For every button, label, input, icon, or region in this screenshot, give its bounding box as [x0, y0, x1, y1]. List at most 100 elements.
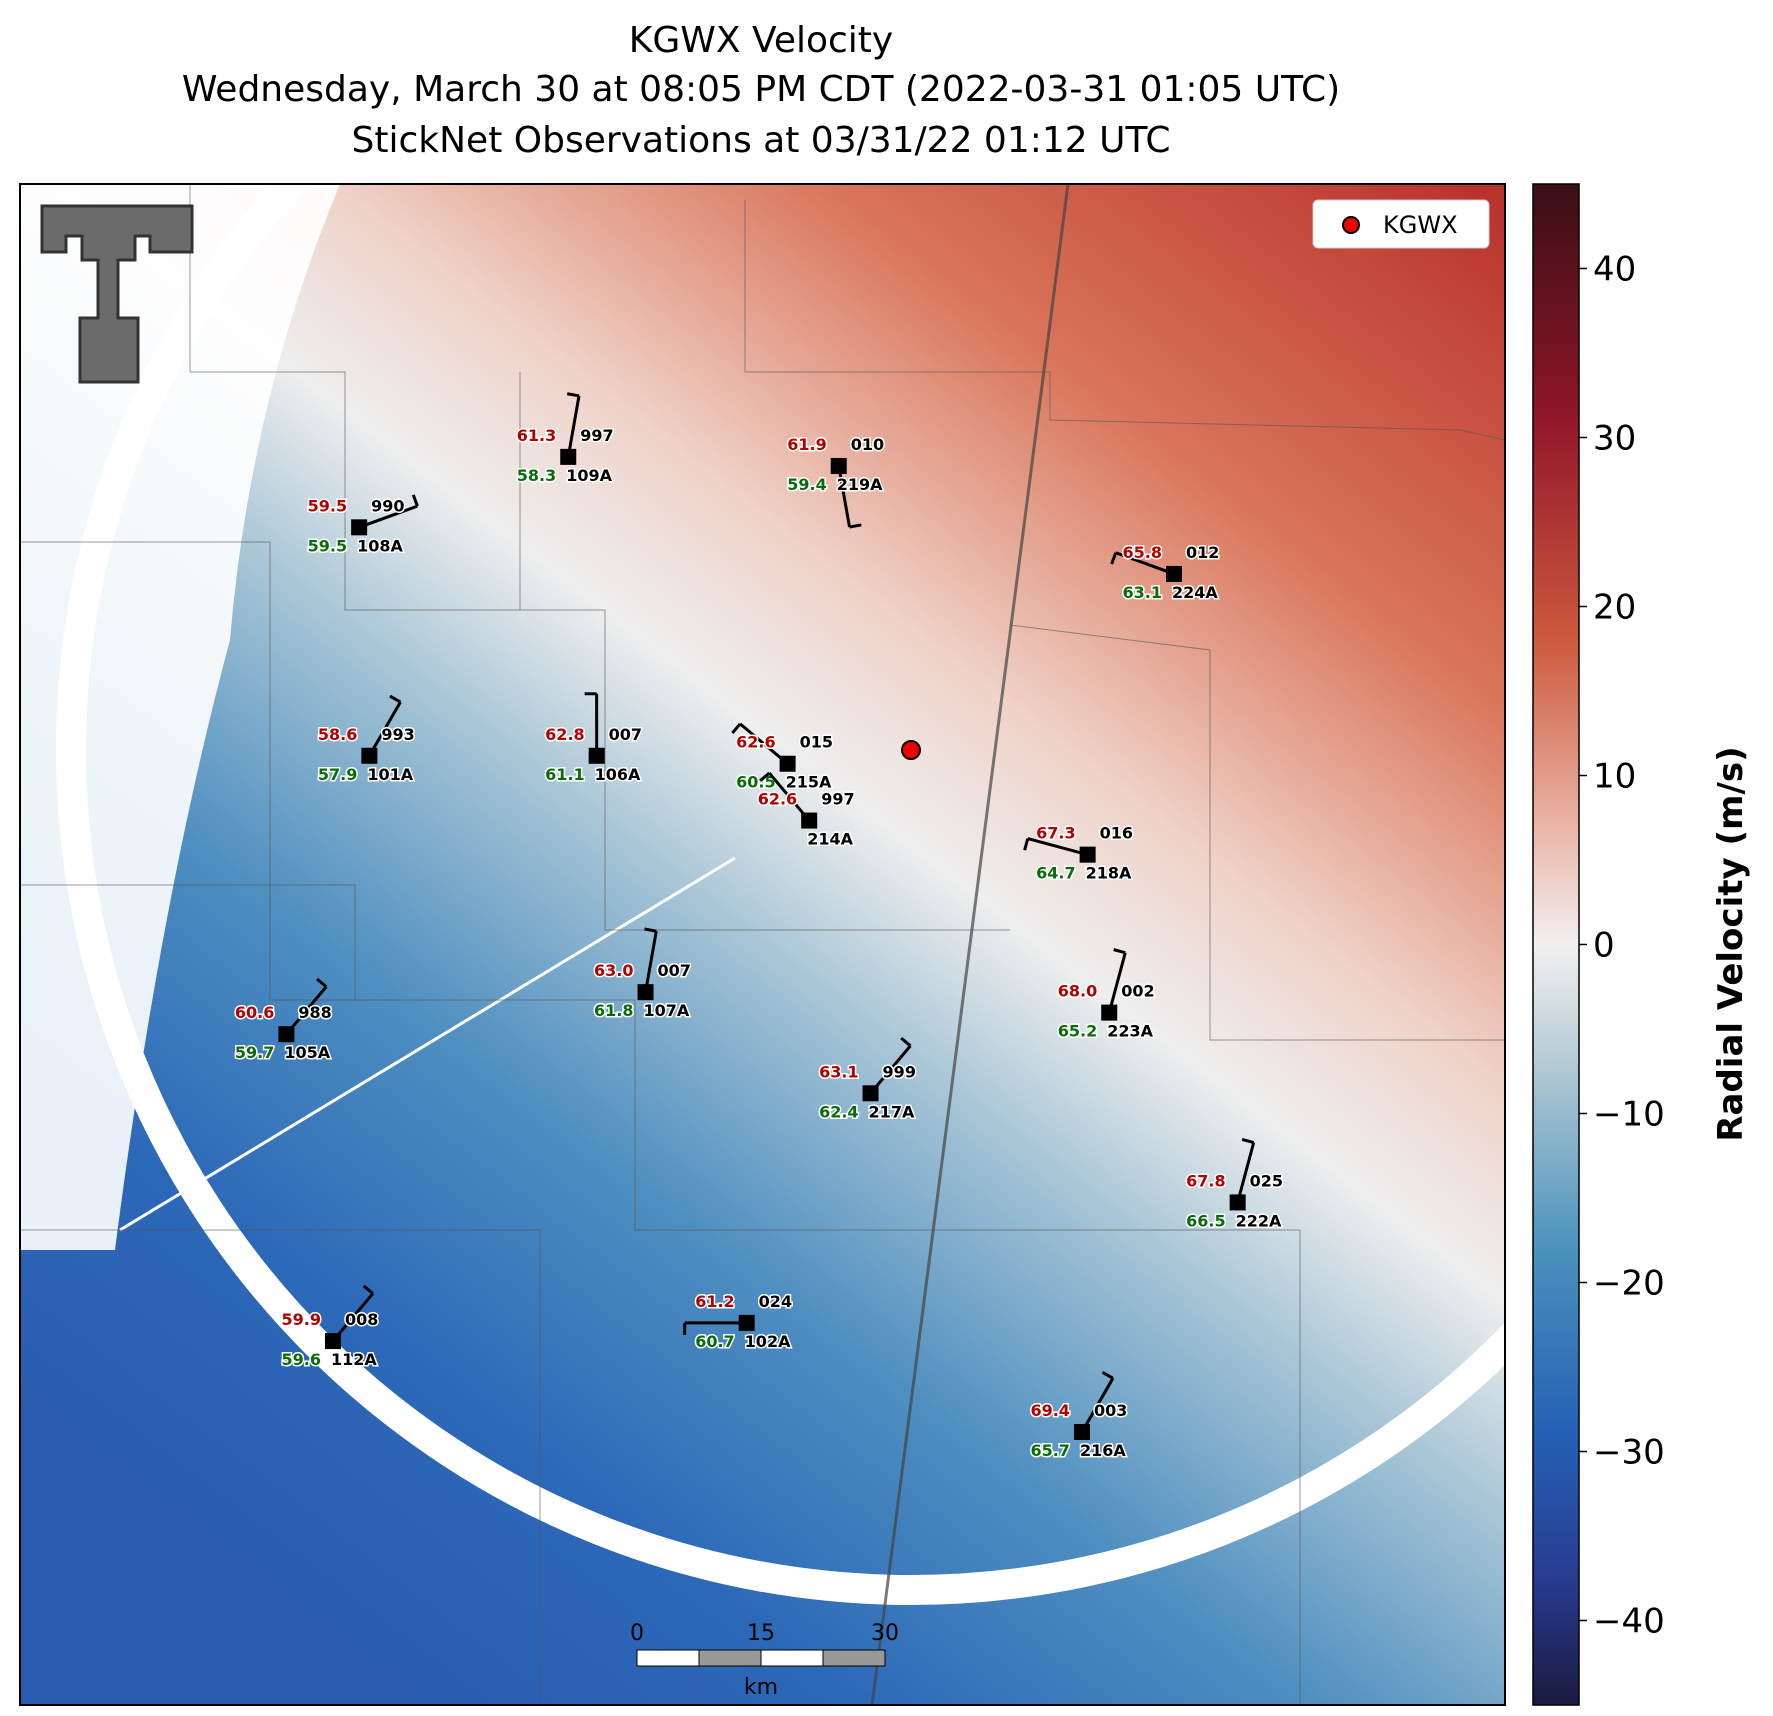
temperature: 65.8	[1123, 543, 1162, 562]
wind-barb-flag	[731, 722, 742, 735]
colorbar-tick-label: 40	[1593, 250, 1636, 290]
wind-barb-flag	[1113, 948, 1126, 955]
wind-barb	[644, 930, 658, 993]
legend-box	[1312, 199, 1490, 249]
pressure: 997	[821, 790, 854, 809]
station: 59.5 990 59.5 108A	[306, 494, 419, 557]
station-id: 107A	[644, 1001, 690, 1020]
dewpoint: 63.1	[1123, 583, 1162, 602]
station-id: 222A	[1236, 1211, 1282, 1230]
dewpoint: 59.4	[787, 475, 826, 494]
wind-barb	[837, 465, 851, 528]
station: 60.6 988 59.7 105A	[233, 977, 333, 1064]
radar-site	[901, 740, 921, 760]
radar-field	[20, 184, 1505, 1705]
wind-barb-flag	[411, 494, 419, 507]
pressure: 007	[609, 725, 642, 744]
station-id: 217A	[869, 1102, 915, 1121]
colorbar-label: Radial Velocity (m/s)	[1711, 746, 1751, 1141]
colorbar-tick-label: 20	[1593, 588, 1636, 628]
pressure: 024	[759, 1292, 792, 1311]
temperature: 60.6	[235, 1003, 274, 1022]
station-id: 224A	[1172, 583, 1218, 602]
legend: KGWX	[1312, 199, 1490, 249]
station-id: 223A	[1107, 1022, 1153, 1041]
station-marker	[278, 1026, 295, 1043]
wind-barb-flag	[900, 1036, 912, 1047]
legend-marker	[1342, 216, 1360, 234]
pressure: 997	[580, 426, 613, 445]
temperature: 59.9	[282, 1310, 321, 1329]
pressure: 993	[381, 725, 414, 744]
station-id: 106A	[595, 765, 641, 784]
wind-barb-flag	[644, 927, 657, 933]
station-id: 218A	[1086, 864, 1132, 883]
pressure: 012	[1186, 543, 1219, 562]
pressure: 988	[298, 1003, 331, 1022]
temperature: 59.5	[308, 496, 347, 515]
temperature: 62.6	[758, 790, 797, 809]
temperature: 62.8	[545, 725, 584, 744]
station-marker	[779, 755, 796, 772]
wind-barb	[1115, 551, 1175, 576]
station-marker	[1101, 1004, 1118, 1021]
county-lines	[20, 184, 1505, 1705]
wind-barb	[566, 395, 581, 458]
station-marker	[1166, 565, 1183, 582]
station-marker	[361, 747, 378, 764]
wind-barb	[368, 701, 402, 757]
station: 67.8 025 66.5 222A	[1185, 1137, 1285, 1232]
wind-barb-flag	[1023, 838, 1030, 851]
temperature: 63.0	[594, 961, 633, 980]
title: Wednesday, March 30 at 08:05 PM CDT (202…	[182, 69, 1340, 110]
station: 65.8 012 63.1 224A	[1110, 541, 1221, 603]
wind-barb	[358, 504, 418, 529]
velocity-field	[20, 184, 1505, 1705]
station: 61.9 010 59.4 219A	[786, 433, 886, 529]
pressure: 007	[658, 961, 691, 980]
station-marker	[637, 984, 654, 1001]
colorbar-tick-label: 0	[1593, 926, 1615, 966]
dewpoint: 60.7	[695, 1332, 734, 1351]
temperature: 58.6	[318, 725, 357, 744]
title: StickNet Observations at 03/31/22 01:12 …	[352, 120, 1171, 161]
station-id: 216A	[1080, 1441, 1126, 1460]
temperature: 61.2	[695, 1292, 734, 1311]
wind-barb-flag	[566, 392, 580, 398]
temperature: 62.6	[736, 733, 775, 752]
dewpoint: 59.6	[282, 1350, 321, 1369]
station-id: 219A	[837, 475, 883, 494]
wind-barb-flag	[1241, 1137, 1255, 1144]
station: 61.2 024 60.7 102A	[683, 1290, 794, 1352]
temperature: 63.1	[819, 1062, 858, 1081]
station-id: 105A	[284, 1043, 330, 1062]
dewpoint: 66.5	[1186, 1211, 1225, 1230]
legend-label: KGWX	[1383, 211, 1458, 239]
pressure: 016	[1100, 824, 1133, 843]
pressure: 999	[883, 1062, 916, 1081]
station-marker	[351, 519, 368, 536]
beam-artifact	[119, 856, 736, 1232]
station-marker	[1229, 1194, 1246, 1211]
dewpoint: 61.8	[594, 1001, 633, 1020]
colorbar-tick-label: 30	[1593, 419, 1636, 459]
wind-barb-flag	[1110, 552, 1118, 565]
station: 63.0 007 61.8 107A	[593, 927, 692, 1022]
dewpoint: 65.7	[1030, 1441, 1069, 1460]
station-marker	[862, 1085, 879, 1102]
scale-bar: 0 15 30 km	[630, 1621, 899, 1700]
wind-barb-flag	[362, 1284, 374, 1295]
station-id: 101A	[367, 765, 413, 784]
station: 63.1 999 62.4 217A	[818, 1036, 917, 1123]
colorbar-tick-label: −30	[1593, 1433, 1665, 1473]
station-id: 108A	[357, 536, 403, 555]
station: 58.6 993 57.9 101A	[316, 694, 416, 785]
wind-barb-flag	[1101, 1370, 1114, 1380]
wind-barb-flag	[389, 694, 402, 704]
pressure: 010	[851, 435, 884, 454]
scale-label: 30	[871, 1621, 899, 1646]
wind-barb-flag	[316, 977, 328, 988]
dewpoint: 64.7	[1036, 864, 1075, 883]
